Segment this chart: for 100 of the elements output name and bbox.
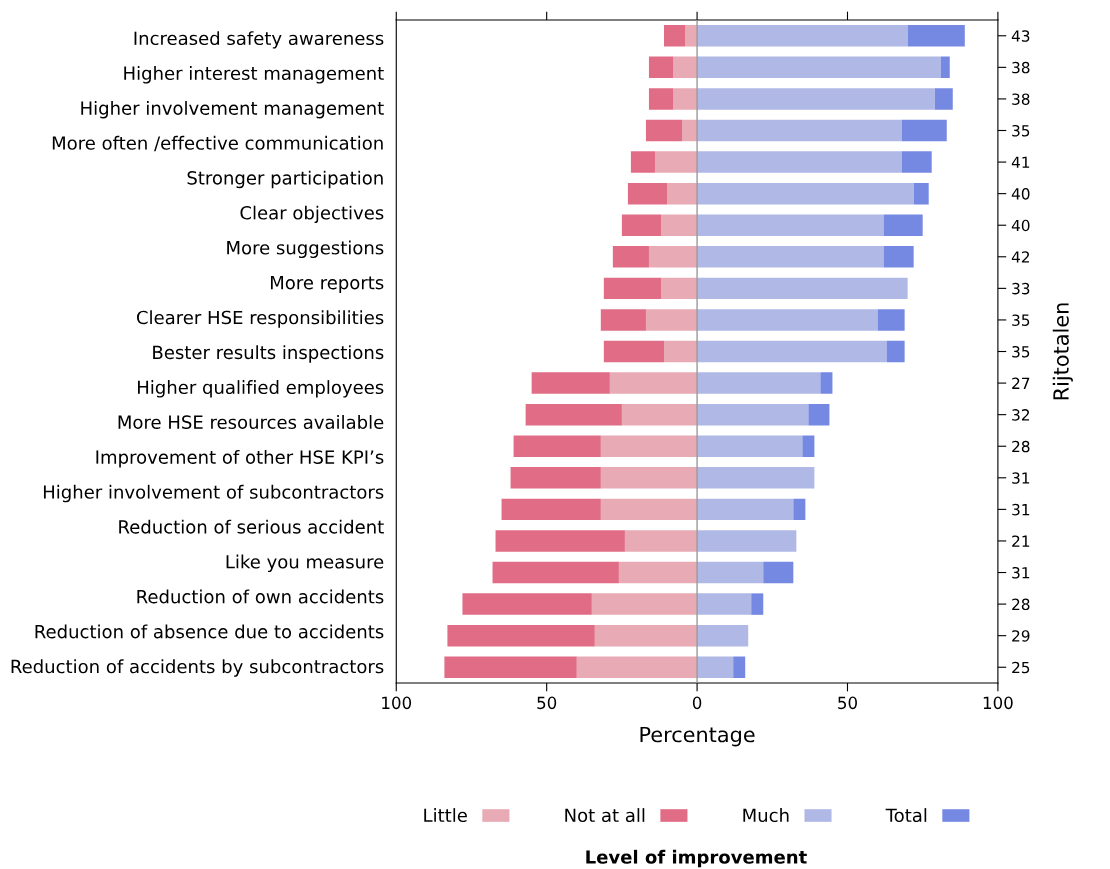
text: Higher involvement management: [81, 100, 384, 119]
legend-label: Little: [424, 808, 467, 823]
bar: [627, 182, 667, 205]
bar: [663, 340, 698, 363]
y-tick-label: 40: [1011, 219, 1030, 232]
bar: [492, 561, 619, 584]
bar: [733, 656, 746, 678]
bar: [697, 25, 908, 47]
text: Increased safety awareness: [134, 31, 384, 49]
bar: [673, 88, 698, 110]
bar: [600, 467, 698, 489]
y-tick-label: 38: [1012, 93, 1030, 105]
bar: [663, 25, 686, 47]
bar: [685, 25, 698, 47]
y-tick-label: 28: [1012, 440, 1030, 453]
bar: [697, 151, 902, 173]
bar: [697, 593, 752, 615]
bar: [444, 656, 577, 678]
bar: [697, 372, 821, 394]
text: Reduction of serious accident: [119, 519, 384, 534]
bar: [697, 530, 797, 552]
y-tick-label: 35: [1012, 314, 1030, 326]
y-tick-label: 28: [1012, 598, 1030, 611]
bar: [697, 656, 734, 678]
bar: [751, 593, 764, 615]
text: Improvement of other HSE KPI’s: [96, 449, 384, 468]
bar: [940, 56, 950, 79]
text: More HSE resources available: [118, 415, 384, 429]
bar: [682, 119, 698, 142]
bar: [600, 309, 646, 331]
bar: [660, 214, 698, 236]
bar: [697, 277, 908, 300]
text: Reduction of accidents by subcontractors: [11, 659, 384, 677]
bar: [645, 309, 698, 331]
y-tick-label: 35: [1012, 124, 1030, 137]
bar: [621, 403, 698, 426]
bar: [763, 561, 794, 584]
bar: [673, 56, 698, 79]
bar: [697, 561, 764, 584]
x-axis-title: Percentage: [640, 726, 755, 747]
x-tick-label: 100: [983, 696, 1013, 710]
bar: [501, 498, 601, 521]
bar: [591, 593, 698, 615]
y-tick-label: 31: [1012, 503, 1030, 516]
bar: [697, 403, 809, 426]
bar: [654, 151, 698, 173]
bar: [618, 561, 698, 584]
y-tick-label: 27: [1012, 377, 1030, 389]
bar: [934, 88, 953, 110]
bar: [793, 498, 806, 521]
y-tick-label: 42: [1011, 251, 1029, 263]
bar: [462, 593, 592, 615]
bar: [525, 403, 622, 426]
bar: [802, 435, 815, 457]
legend-label: Much: [743, 808, 789, 823]
bar: [886, 340, 905, 363]
bar: [645, 119, 683, 142]
bar: [660, 277, 698, 300]
y-tick-label: 31: [1012, 472, 1030, 484]
bar: [697, 182, 914, 205]
y2-axis-title: Rijtotalen: [1052, 303, 1073, 400]
legend-title: Level of improvement: [586, 849, 807, 868]
bar: [630, 151, 655, 173]
bar: [697, 309, 878, 331]
bar: [883, 214, 923, 236]
y-tick-label: 40: [1011, 188, 1030, 200]
bar: [697, 56, 941, 79]
bar: [600, 498, 698, 521]
text: Bester results inspections: [153, 345, 384, 363]
bar: [697, 88, 935, 110]
bar: [531, 372, 610, 394]
bar: [621, 214, 661, 236]
text: Reduction of own accidents: [137, 589, 384, 604]
y-tick-label: 31: [1012, 566, 1030, 579]
bar: [495, 530, 625, 552]
bar: [600, 435, 698, 457]
text: Stronger participation: [187, 170, 383, 189]
bar: [907, 25, 965, 47]
bar: [697, 435, 803, 457]
text: Clearer HSE responsibilities: [136, 310, 384, 328]
x-tick-label: 0: [692, 696, 702, 710]
text: Higher interest management: [124, 66, 384, 84]
bar: [513, 435, 601, 457]
bar: [697, 467, 815, 489]
bar: [667, 182, 698, 205]
text: Like you measure: [226, 554, 384, 573]
y-tick-label: 29: [1012, 630, 1030, 642]
legend-label: Not at all: [565, 808, 645, 823]
y-tick-label: 32: [1012, 409, 1029, 421]
bar: [603, 277, 661, 300]
y-tick-label: 33: [1012, 282, 1030, 295]
bar: [808, 403, 830, 426]
bar: [648, 246, 698, 268]
text: Higher involvement of subcontractors: [43, 484, 384, 503]
x-tick-label: 50: [838, 696, 857, 710]
bar: [901, 151, 932, 173]
bar: [612, 246, 649, 268]
bar: [447, 624, 595, 647]
bar: [603, 340, 664, 363]
bar: [820, 372, 833, 394]
